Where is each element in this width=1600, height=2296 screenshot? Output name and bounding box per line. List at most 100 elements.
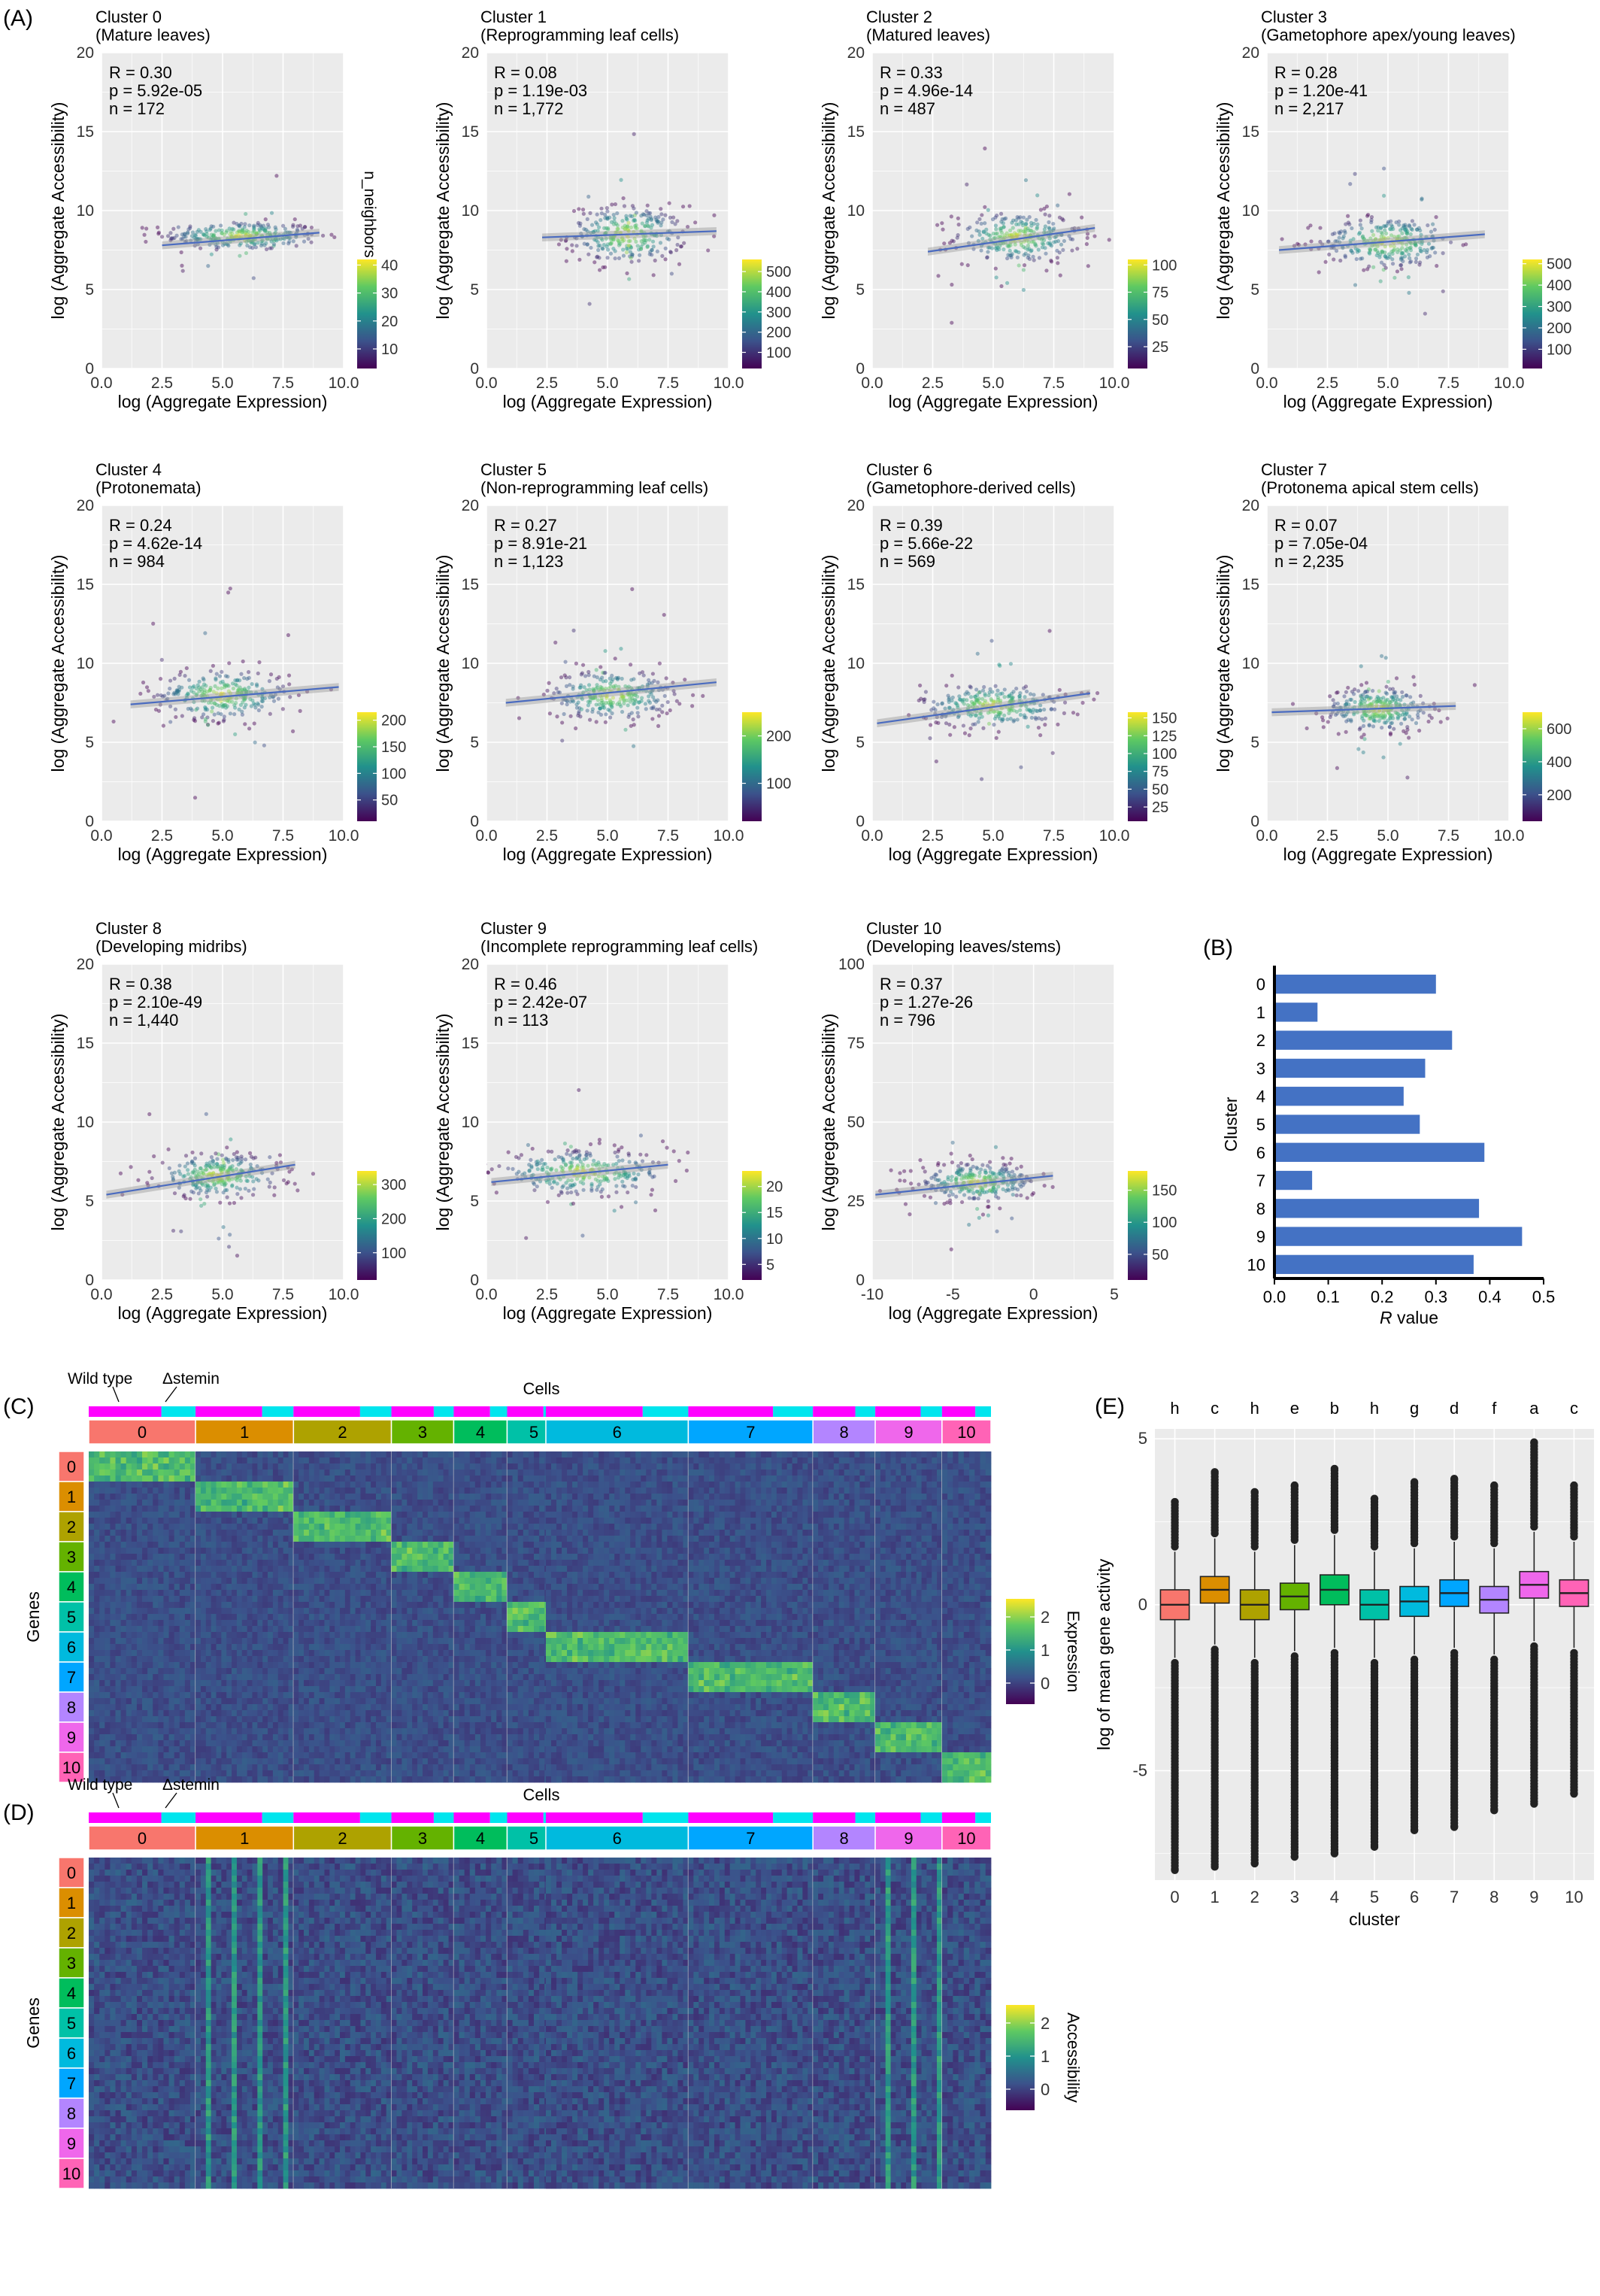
data-point (554, 1168, 558, 1172)
heatmap-cell (105, 1686, 111, 1692)
heatmap-cell (99, 1662, 105, 1668)
heatmap-cell (121, 1704, 127, 1710)
heatmap-cell (105, 1650, 111, 1656)
x-tick-label: 10.0 (1494, 375, 1525, 392)
data-point (626, 1151, 630, 1155)
data-point (1332, 232, 1336, 235)
data-point (1353, 172, 1356, 176)
heatmap-cell (180, 1530, 186, 1536)
data-point (1022, 216, 1026, 220)
data-point (965, 183, 968, 187)
data-point (253, 741, 257, 745)
heatmap-cell (126, 1488, 132, 1494)
data-point (595, 702, 598, 706)
heatmap-cell (137, 1560, 143, 1566)
data-point (580, 1233, 584, 1237)
heatmap-cell (180, 1656, 186, 1662)
heatmap-cell (174, 1602, 180, 1608)
y-tick-label: 10 (77, 202, 94, 220)
heatmap-cell (163, 1662, 169, 1668)
data-point (223, 1188, 227, 1192)
heatmap-cell (89, 1602, 95, 1608)
genotype-bar-stemin (856, 1406, 876, 1417)
data-point (631, 1184, 635, 1187)
data-point (205, 1188, 209, 1192)
data-point (626, 715, 630, 719)
heatmap-cell (99, 1728, 105, 1734)
data-point (660, 254, 664, 258)
heatmap-cell (153, 1463, 159, 1470)
data-point (712, 214, 716, 217)
colorbar (1128, 259, 1147, 369)
data-point (598, 707, 602, 711)
heatmap-cell (121, 1494, 127, 1500)
heatmap-cell (174, 1662, 180, 1668)
y-axis-label: log (Aggregate Accessibility) (433, 1014, 453, 1231)
data-point (178, 673, 182, 677)
stat-n: n = 1,440 (109, 1011, 178, 1030)
heatmap-cell (132, 1572, 138, 1578)
data-point (1388, 700, 1392, 704)
heatmap-cell (132, 1482, 138, 1488)
data-point (1038, 256, 1041, 259)
heatmap-cell (121, 1722, 127, 1728)
data-point (226, 1195, 229, 1199)
data-point (994, 1194, 998, 1198)
data-point (198, 247, 202, 250)
heatmap-cell (153, 1566, 159, 1572)
data-point (1035, 227, 1038, 231)
data-point (643, 224, 647, 228)
data-point (645, 245, 649, 249)
heatmap-cell (132, 1638, 138, 1644)
heatmap-cell (142, 1602, 148, 1608)
y-tick-label: 10 (462, 1114, 479, 1131)
data-point (1420, 198, 1423, 202)
heatmap-cell (142, 1626, 148, 1632)
heatmap-cell (137, 1488, 143, 1494)
column-cluster-label: 0 (138, 1423, 147, 1442)
data-point (268, 679, 271, 683)
data-point (683, 678, 686, 681)
data-point (950, 1160, 954, 1164)
heatmap-cell (132, 1674, 138, 1680)
colorbar-label: 125 (1152, 728, 1177, 745)
heatmap-cell (185, 1470, 191, 1476)
scatter-panel: Cluster 10(Developing leaves/stems)-10-5… (819, 919, 1177, 1323)
x-axis-label: log (Aggregate Expression) (503, 392, 713, 411)
data-point (187, 678, 191, 682)
heatmap-cell (142, 1722, 148, 1728)
data-point (265, 247, 268, 251)
heatmap-cell (99, 1632, 105, 1638)
heatmap-cell (132, 1596, 138, 1602)
heatmap-cell (158, 1572, 164, 1578)
data-point (965, 690, 968, 694)
heatmap-cell (190, 1692, 196, 1698)
data-point (291, 729, 295, 733)
data-point (1058, 216, 1062, 220)
heatmap-cell (94, 1476, 100, 1482)
heatmap-cell (99, 1560, 105, 1566)
y-tick-label: 10 (462, 202, 479, 220)
x-tick-label: 5.0 (596, 375, 618, 392)
heatmap-cell (147, 1602, 153, 1608)
data-point (191, 230, 195, 234)
heatmap-cell (105, 1716, 111, 1722)
data-point (589, 1142, 592, 1146)
heatmap-cell (116, 1536, 122, 1542)
heatmap-cell (163, 1518, 169, 1524)
heatmap-cell (147, 1698, 153, 1704)
data-point (1384, 656, 1388, 660)
data-point (1368, 716, 1372, 720)
data-point (586, 253, 590, 256)
heatmap-cell (137, 1638, 143, 1644)
data-point (586, 195, 590, 199)
data-point (620, 710, 624, 714)
heatmap-cell (110, 1494, 116, 1500)
heatmap-cell (169, 1548, 175, 1554)
data-point (636, 1172, 640, 1176)
data-point (975, 1207, 979, 1211)
data-point (1419, 694, 1423, 698)
data-point (988, 1188, 992, 1192)
data-point (974, 714, 978, 717)
